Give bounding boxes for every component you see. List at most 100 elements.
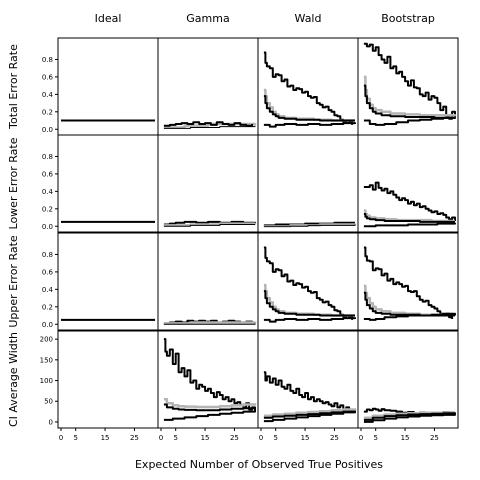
series-line-black: [363, 84, 455, 119]
series-line-black: [363, 291, 455, 317]
column-title-ideal: Ideal: [95, 12, 122, 25]
y-tick-label: 0.6: [42, 170, 54, 178]
series-line-thin: [163, 125, 256, 129]
series-line-black: [163, 338, 256, 412]
series-line-black: [263, 246, 354, 320]
x-tick-label: 15: [101, 434, 110, 442]
x-tick-label: 0: [59, 434, 63, 442]
panel-frame: [157, 37, 259, 136]
x-tick-label: 0: [159, 434, 163, 442]
panel-ci-average-width-bootstrap: [357, 330, 459, 429]
panel-frame: [357, 330, 459, 429]
panel-upper-error-rate-bootstrap: [357, 232, 459, 331]
series-line-grey: [263, 408, 357, 417]
y-tick-label: 0.6: [42, 268, 54, 276]
panel-ci-average-width-gamma: [157, 330, 259, 429]
x-tick-label: 5: [73, 434, 77, 442]
series-line-black: [363, 181, 456, 221]
panel-frame: [157, 134, 259, 233]
series-line-black: [163, 121, 254, 127]
y-axis-lower-error-rate: 0.0 0.2 0.4 0.6 0.8: [42, 153, 58, 231]
x-axis-ideal: 0 5 15 25: [59, 428, 139, 442]
y-tick-label: 0.4: [42, 91, 54, 99]
series-line-black: [263, 51, 354, 125]
panel-upper-error-rate-wald: [257, 232, 359, 331]
row-title-lower-error-rate: Lower Error Rate: [7, 137, 20, 229]
panel-total-error-rate-ideal: [57, 37, 159, 136]
x-tick-label: 25: [330, 434, 339, 442]
panel-total-error-rate-gamma: [157, 37, 259, 136]
series-line-grey: [163, 397, 257, 409]
panel-lower-error-rate-ideal: [57, 134, 159, 233]
y-tick-label: 0.8: [42, 56, 53, 64]
series-line-thin: [163, 224, 255, 227]
x-tick-label: 5: [373, 434, 377, 442]
y-tick-label: 200: [40, 336, 53, 344]
series-line-black: [163, 220, 256, 226]
series-line-black: [263, 371, 356, 413]
row-title-upper-error-rate: Upper Error Rate: [7, 235, 20, 328]
series-line-thin: [163, 323, 256, 325]
x-tick-label: 15: [401, 434, 410, 442]
series-line-black: [363, 312, 456, 321]
x-tick-label: 25: [130, 434, 139, 442]
panel-total-error-rate-bootstrap: [357, 37, 459, 136]
column-title-wald: Wald: [295, 12, 322, 25]
series-line-thin: [263, 224, 356, 227]
series-line-black: [263, 122, 356, 128]
x-axis-bootstrap: 0 5 15 25: [359, 428, 439, 442]
y-axis-ci-average-width: 0 50 100 150 200: [40, 336, 58, 426]
y-tick-label: 0.2: [42, 303, 53, 311]
y-tick-label: 50: [44, 398, 53, 406]
series-line-black: [363, 413, 456, 423]
panel-frame: [257, 134, 359, 233]
y-tick-label: 0.2: [42, 108, 53, 116]
x-tick-label: 5: [173, 434, 177, 442]
x-tick-label: 15: [301, 434, 310, 442]
series-line-grey: [163, 321, 257, 325]
series-line-black: [263, 290, 355, 317]
x-axis-gamma: 0 5 15 25: [159, 428, 239, 442]
panel-frame: [57, 134, 159, 233]
y-tick-label: 0.4: [42, 286, 54, 294]
series-line-black: [363, 116, 456, 126]
series-line-black: [363, 222, 456, 228]
y-tick-label: 0.0: [42, 321, 53, 329]
column-title-bootstrap: Bootstrap: [381, 12, 435, 25]
series-line-black: [363, 246, 454, 319]
panel-frame: [357, 232, 459, 331]
y-axis-upper-error-rate: 0.0 0.2 0.4 0.6 0.8: [42, 251, 58, 329]
y-tick-label: 0.6: [42, 73, 54, 81]
column-titles: Ideal Gamma Wald Bootstrap: [95, 12, 435, 25]
y-tick-label: 0.0: [42, 126, 53, 134]
row-title-total-error-rate: Total Error Rate: [7, 44, 20, 130]
panel-upper-error-rate-ideal: [57, 232, 159, 331]
series-line-black: [163, 403, 256, 412]
panel-frame: [57, 232, 159, 331]
y-tick-label: 0.4: [42, 188, 54, 196]
series-line-black: [363, 213, 455, 223]
x-tick-label: 25: [230, 434, 239, 442]
panel-lower-error-rate-wald: [257, 134, 359, 233]
series-line-grey: [363, 75, 457, 117]
series-line-black: [263, 221, 355, 227]
panel-upper-error-rate-gamma: [157, 232, 259, 331]
x-axes: 0 5 15 25 0 5 15 25 0 5 15 25 0 5 15 25: [59, 428, 439, 442]
column-title-gamma: Gamma: [186, 12, 229, 25]
panel-frame: [157, 232, 259, 331]
panel-lower-error-rate-bootstrap: [357, 134, 459, 233]
panel-grid: [57, 37, 459, 429]
panel-frame: [57, 330, 159, 429]
panel-lower-error-rate-gamma: [157, 134, 259, 233]
x-tick-label: 5: [273, 434, 277, 442]
y-axes: 0.00.20.40.60.80.00.20.40.60.80.00.20.40…: [40, 56, 58, 426]
x-tick-label: 0: [259, 434, 263, 442]
series-line-black: [263, 317, 356, 323]
y-axis-total-error-rate: 0.0 0.2 0.4 0.6 0.8: [42, 56, 58, 134]
x-axis-wald: 0 5 15 25: [259, 428, 339, 442]
x-tick-label: 0: [359, 434, 363, 442]
y-tick-label: 0.2: [42, 205, 53, 213]
series-line-grey: [163, 122, 257, 129]
panel-ci-average-width-wald: [257, 330, 359, 429]
